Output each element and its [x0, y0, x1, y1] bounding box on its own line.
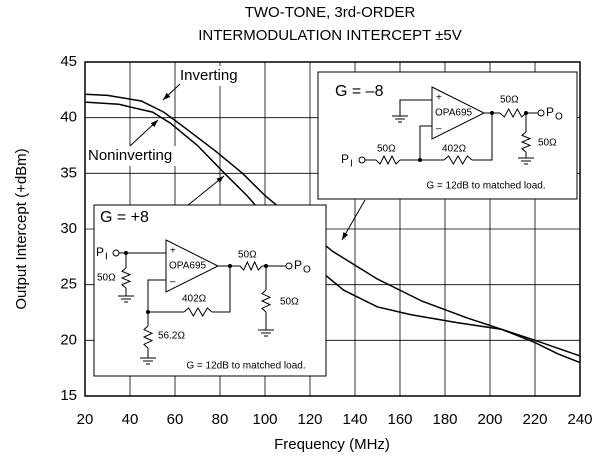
label-bg [178, 66, 254, 86]
inset-text: P [96, 245, 104, 259]
arrow-head [163, 92, 171, 100]
arrow [341, 199, 366, 241]
x-tick-label: 160 [387, 411, 412, 428]
terminal [358, 156, 366, 164]
x-tick-label: 20 [77, 411, 94, 428]
chart-subtitle: INTERMODULATION INTERCEPT ±5V [198, 27, 462, 44]
inset-text: 402Ω [442, 144, 467, 155]
chart-title: TWO-TONE, 3rd-ORDER [245, 4, 416, 21]
wire [212, 266, 231, 313]
arrow-head [342, 232, 349, 240]
x-tick-label: 100 [252, 411, 277, 428]
resistor [239, 260, 263, 272]
inset-text: + [436, 93, 442, 104]
op-amp [431, 86, 486, 140]
y-tick-label: 45 [60, 53, 77, 70]
y-tick-label: 30 [60, 220, 77, 237]
inset-text: 50Ω [97, 273, 116, 284]
x-tick-label: 200 [477, 411, 502, 428]
y-axis-label: Output Intercept (+dBm) [13, 148, 30, 309]
inset-text: P [341, 152, 349, 166]
inset-text: G = 12dB to matched load. [186, 361, 305, 372]
inset-text: + [170, 246, 176, 257]
resistor [443, 155, 473, 165]
x-tick-label: 240 [567, 411, 592, 428]
terminal [112, 249, 120, 257]
y-tick-label: 40 [60, 109, 77, 126]
inset-text: 50Ω [377, 144, 396, 155]
inset-text: O [303, 265, 311, 276]
inset-box [317, 71, 578, 200]
inset-text: OPA695 [435, 108, 472, 119]
inset-text: P [294, 258, 302, 272]
inset-text: 50Ω [238, 250, 257, 261]
wire [147, 279, 184, 313]
x-tick-label: 40 [122, 411, 139, 428]
wire [472, 113, 493, 161]
wire [118, 295, 134, 303]
inset-text: G = –8 [335, 83, 384, 100]
x-tick-label: 120 [297, 411, 322, 428]
x-tick-label: 180 [432, 411, 457, 428]
y-tick-label: 35 [60, 164, 77, 181]
terminal [285, 262, 293, 270]
inset-text: 50Ω [500, 95, 519, 106]
wire [258, 329, 274, 337]
inset-text: I [350, 159, 353, 170]
wire [518, 157, 534, 165]
inset-text: – [436, 124, 442, 135]
y-tick-label: 20 [60, 331, 77, 348]
resistor [183, 307, 213, 317]
arrow-head [216, 176, 224, 183]
inset-text: G = +8 [100, 209, 149, 226]
node [418, 158, 422, 162]
resistor [260, 289, 272, 313]
inset-text: G = 12dB to matched load. [426, 181, 545, 192]
x-tick-label: 60 [167, 411, 184, 428]
arrow [181, 175, 225, 211]
inset-text: O [555, 112, 563, 123]
x-tick-label: 80 [212, 411, 229, 428]
label-bg [86, 146, 196, 166]
x-tick-label: 140 [342, 411, 367, 428]
series-label: Inverting [180, 67, 238, 84]
y-tick-label: 25 [60, 276, 77, 293]
op-amp [165, 239, 220, 293]
inset-text: OPA695 [169, 261, 206, 272]
inset-text: P [546, 105, 554, 119]
resistor [520, 131, 532, 153]
inset-text: I [105, 252, 108, 263]
inset-text: – [170, 277, 176, 288]
resistor [375, 154, 401, 166]
resistor [499, 107, 527, 119]
wire [140, 357, 156, 365]
x-tick-label: 220 [522, 411, 547, 428]
inset-text: 50Ω [280, 297, 299, 308]
inset-text: 402Ω [182, 294, 207, 305]
y-tick-label: 15 [60, 387, 77, 404]
terminal [537, 109, 545, 117]
inset-text: 50Ω [538, 138, 557, 149]
arrow-head [150, 120, 158, 128]
resistor [120, 267, 132, 289]
wire [399, 99, 432, 116]
series-label: Noninverting [88, 147, 172, 164]
inset-text: 56.2Ω [158, 331, 185, 342]
inset-box [93, 204, 327, 377]
wire [419, 125, 444, 161]
x-axis-label: Frequency (MHz) [274, 436, 390, 453]
resistor [142, 325, 154, 349]
wire [392, 115, 408, 123]
